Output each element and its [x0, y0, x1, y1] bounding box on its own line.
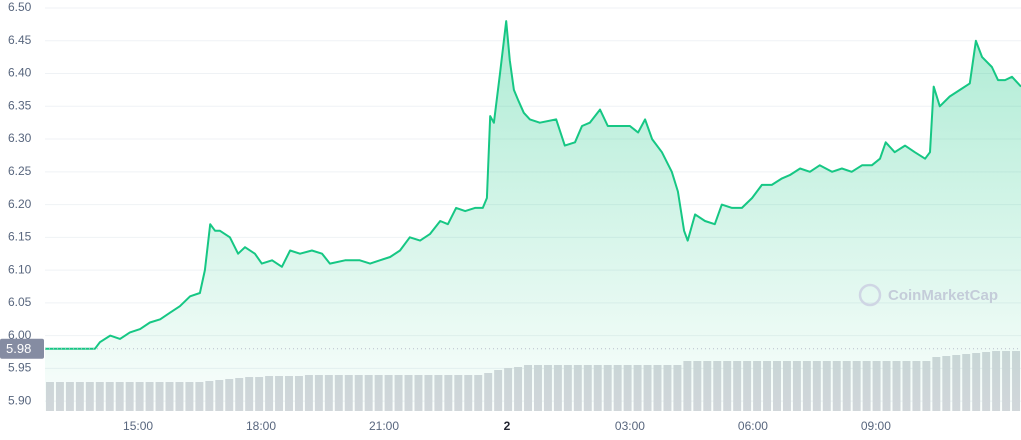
x-tick-label: 03:00 [615, 419, 645, 433]
price-line [45, 20, 1021, 350]
x-tick-label: 15:00 [123, 419, 153, 433]
reference-label: 5.98 [6, 341, 31, 356]
x-tick-label: 21:00 [369, 419, 399, 433]
y-tick-label: 6.15 [8, 230, 32, 244]
y-tick-label: 5.95 [8, 361, 32, 375]
y-tick-label: 6.45 [8, 33, 32, 47]
y-tick-label: 6.20 [8, 197, 32, 211]
y-tick-label: 6.05 [8, 295, 32, 309]
y-tick-label: 6.25 [8, 164, 32, 178]
watermark: CoinMarketCap [858, 283, 998, 307]
y-tick-label: 6.40 [8, 66, 32, 80]
y-tick-label: 6.10 [8, 262, 32, 276]
y-tick-label: 6.00 [8, 328, 32, 342]
y-tick-label: 6.35 [8, 98, 32, 112]
x-tick-label: 2 [504, 419, 511, 433]
x-tick-label: 06:00 [738, 419, 768, 433]
y-tick-label: 6.50 [8, 0, 32, 14]
watermark-text: CoinMarketCap [888, 287, 998, 304]
x-tick-label: 18:00 [246, 419, 276, 433]
y-tick-label: 6.30 [8, 131, 32, 145]
area-fill [45, 21, 1021, 411]
x-tick-label: 09:00 [861, 419, 891, 433]
reference-tag [0, 338, 44, 359]
y-tick-label: 5.90 [8, 393, 32, 407]
